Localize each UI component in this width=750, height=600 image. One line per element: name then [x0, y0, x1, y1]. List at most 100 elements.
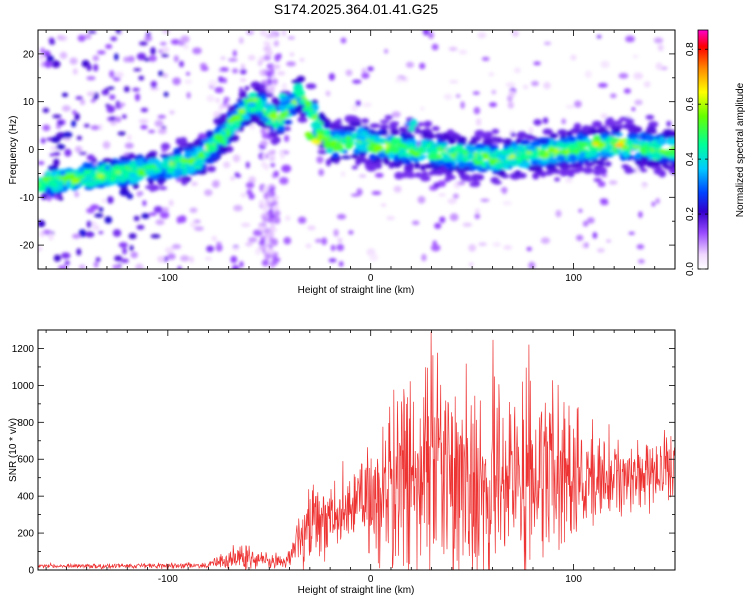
spectrogram-blob	[443, 93, 453, 100]
spectrogram-blob	[179, 137, 188, 145]
spectrogram-blob	[331, 152, 339, 159]
spectrogram-blob	[414, 161, 420, 169]
snr-y-tick-label: 1000	[12, 381, 35, 392]
snr-x-tick-label: 100	[565, 574, 582, 585]
spectrogram-blob	[105, 44, 113, 49]
spectrogram-blob	[253, 86, 261, 92]
spectrogram-blob	[342, 125, 353, 131]
spectrogram-blob	[163, 91, 169, 97]
spectrogram-blob	[90, 99, 96, 103]
spectrogram-blob	[369, 253, 379, 262]
spectrogram-blob	[159, 154, 170, 158]
spectrogram-blob	[399, 132, 407, 138]
spectrogram-blob	[136, 191, 142, 197]
spectrogram-blob	[122, 247, 127, 255]
spectrogram-blob	[642, 184, 647, 189]
spectrogram-blob	[124, 142, 134, 149]
spectrogram-blob	[329, 140, 337, 147]
spectrogram-blob	[531, 151, 540, 159]
spectrogram-blob	[419, 62, 426, 70]
spectrogram-blob	[219, 146, 229, 151]
colorbar-label: Normalized spectral amplitude	[735, 82, 746, 217]
spectrogram-blob	[245, 181, 255, 189]
spectrogram-blob	[570, 127, 582, 134]
spectrogram-blob	[227, 136, 235, 142]
spectrogram-blob	[231, 110, 237, 115]
spectrogram-blob	[102, 158, 113, 163]
spectrogram-blob	[71, 178, 80, 184]
spectrogram-blob	[333, 124, 345, 130]
spectrogram-blob	[164, 173, 173, 179]
spectrogram-blob	[210, 145, 218, 151]
spectrogram-blob	[540, 237, 551, 244]
spectrogram-blob	[103, 182, 110, 186]
spectrogram-blob	[353, 148, 361, 156]
spectrogram-blob	[532, 165, 542, 172]
spectrogram-blob	[204, 189, 213, 197]
spectrogram-blob	[404, 134, 415, 139]
spectrogram-y-tick-label: 20	[23, 49, 35, 60]
spectrogram-blob	[384, 49, 389, 54]
spectrogram-blob	[323, 129, 331, 138]
spectrogram-blob	[238, 100, 245, 106]
spectrogram-blob	[428, 171, 434, 176]
spectrogram-blob	[240, 222, 251, 228]
spectrogram-blob	[400, 127, 408, 134]
snr-x-tick-label: -100	[158, 574, 178, 585]
spectrogram-blob	[190, 221, 197, 228]
colorbar-tick-label: 0.4	[685, 152, 696, 166]
spectrogram-blob	[246, 30, 255, 35]
spectrogram-blob	[666, 120, 672, 127]
spectrogram-blob	[173, 174, 181, 179]
spectrogram-blob	[351, 104, 359, 112]
spectrogram-blob	[84, 168, 91, 175]
spectrogram-blob	[104, 87, 109, 92]
spectrogram-blob	[351, 165, 358, 170]
spectrogram-blob	[156, 178, 167, 182]
spectrogram-blob	[180, 255, 190, 262]
spectrogram-blob	[653, 37, 664, 44]
spectrogram-blob	[314, 238, 323, 243]
spectrogram-blob	[62, 131, 73, 139]
spectrogram-blob	[220, 56, 226, 60]
spectrogram-blob	[134, 155, 141, 160]
snr-y-tick-label: 600	[17, 455, 34, 466]
spectrogram-blob	[161, 53, 169, 58]
spectrogram-blob	[361, 118, 369, 124]
spectrogram-blob	[474, 208, 480, 215]
spectrogram-blob	[121, 114, 127, 119]
spectrogram-blob	[352, 79, 362, 84]
spectrogram-blob	[102, 141, 111, 149]
spectrogram-blob	[289, 52, 295, 57]
spectrogram-blob	[271, 259, 278, 266]
spectrogram-blob	[115, 174, 121, 179]
spectrogram-blob	[358, 174, 367, 178]
spectrogram-blob	[388, 145, 395, 151]
spectrogram-blob	[452, 133, 462, 140]
spectrogram-blob	[382, 129, 389, 137]
spectrogram-blob	[177, 265, 182, 269]
spectrogram-blob	[72, 233, 81, 239]
spectrogram-blob	[478, 242, 487, 246]
spectrogram-blob	[274, 54, 281, 62]
spectrogram-blob	[53, 254, 62, 262]
spectrogram-blob	[579, 156, 586, 161]
spectrogram-blob	[232, 247, 239, 251]
spectrogram-blob	[434, 133, 445, 139]
spectrogram-blob	[160, 142, 171, 151]
spectrogram-blob	[416, 122, 426, 127]
spectrogram-y-tick-label: 0	[28, 145, 34, 156]
spectrogram-blob	[127, 55, 135, 63]
spectrogram-blob	[38, 186, 46, 192]
spectrogram-blob	[58, 196, 64, 201]
spectrogram-blob	[169, 110, 175, 115]
spectrogram-blob	[119, 155, 131, 161]
spectrogram-blob	[270, 186, 275, 191]
spectrogram-blob	[316, 156, 324, 164]
spectrogram-blob	[502, 200, 512, 206]
spectrogram-blob	[500, 149, 508, 156]
spectrogram-blob	[240, 120, 246, 128]
spectrogram-blob	[371, 191, 382, 195]
spectrogram-blob	[112, 229, 122, 237]
